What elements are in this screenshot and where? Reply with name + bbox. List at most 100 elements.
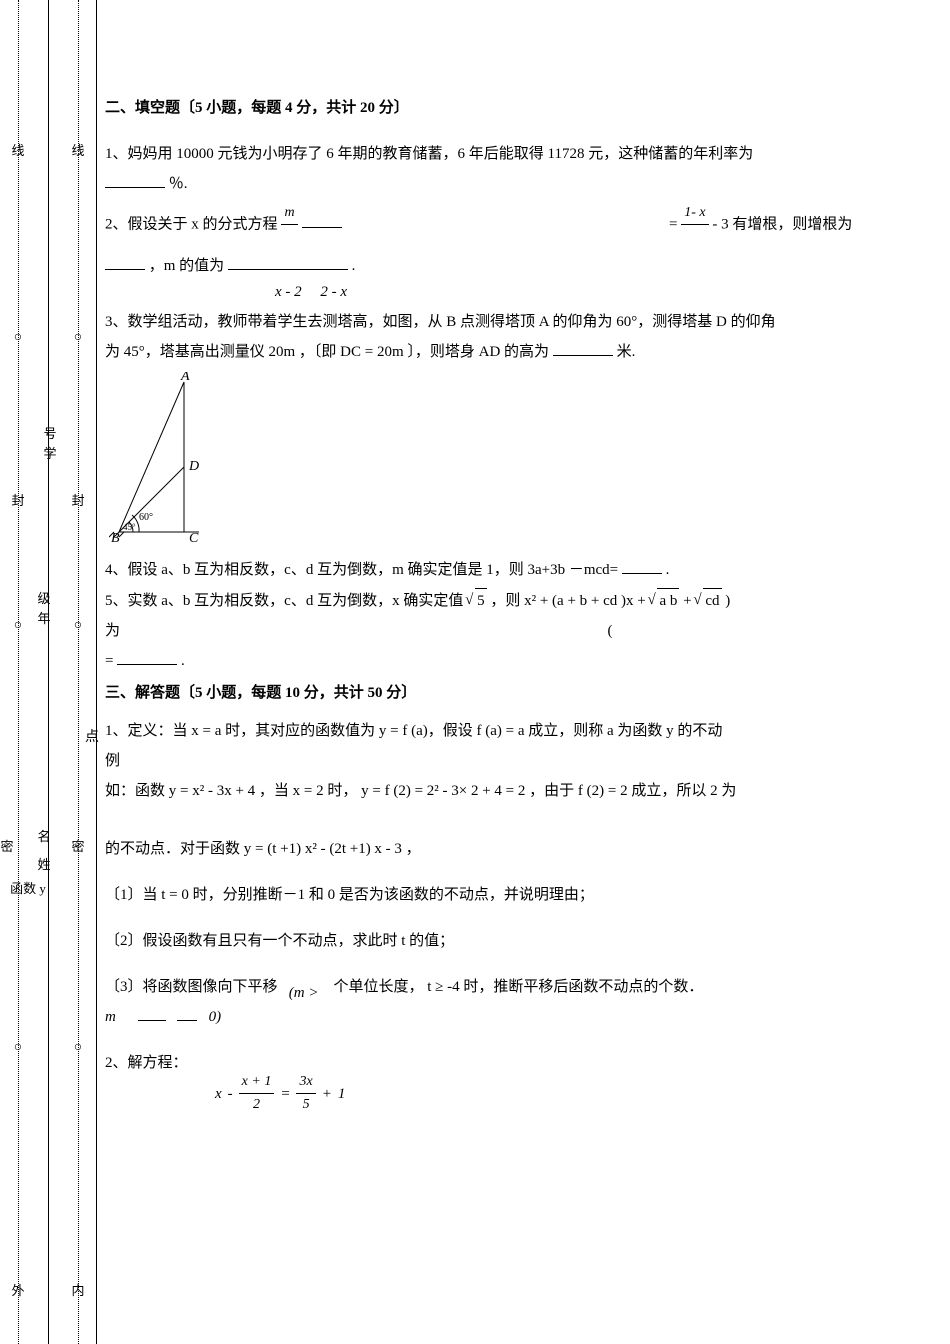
q2-5a: 5、实数 a、b 互为相反数，c、d 互为倒数，x 确实定值 5 ，则 x² +… [105, 588, 930, 613]
q2-2-lhs-num: m [281, 202, 298, 225]
q3-2-f2-num: 3x [296, 1071, 315, 1094]
q2-2-lhs-den-blank [281, 225, 298, 247]
margin-char-wai: 外 [8, 1280, 28, 1299]
q2-4: 4、假设 a、b 互为相反数，c、d 互为倒数，m 确实定值是 1，则 3a+3… [105, 558, 930, 582]
q2-1: 1、妈妈用 10000 元钱为小明存了 6 年期的教育储蓄，6 年后能取得 11… [105, 142, 930, 166]
q2-2-eq: = [669, 216, 677, 232]
q3-1-1: 〔1〕当 t = 0 时，分别推断－1 和 0 是否为该函数的不动点，并说明理由… [105, 883, 930, 907]
tower-figure: A D B C 60° 45° [109, 372, 930, 550]
q3-1-2: 〔2〕假设函数有且只有一个不动点，求此时 t 的值； [105, 929, 930, 953]
margin-label-xue: 学 [42, 445, 58, 463]
q2-3b: 为 45°，塔基高出测量仪 20m ，〔即 DC = 20m 〕，则塔身 AD … [105, 340, 930, 364]
q2-2b-dot: . [352, 258, 356, 274]
q2-2-tail: - 3 有增根，则增根为 [712, 216, 852, 232]
margin-label-ji: 级 [36, 590, 52, 608]
fig-label-60: 60° [139, 512, 153, 523]
q2-2-blank-mid [302, 213, 342, 228]
fig-label-C: C [189, 531, 199, 542]
q2-2: 2、假设关于 x 的分式方程 m = 1- x - 3 有增根，则增根为 [105, 202, 930, 248]
q2-5a-close: ) [725, 593, 730, 609]
solid-line-mid [48, 0, 49, 1344]
margin-char-mi-l: 密 [0, 836, 17, 855]
fig-label-A: A [180, 372, 190, 384]
q3-1-3b: 个单位长度， t ≥ -4 时，推断平移后函数不动点的个数． [333, 979, 703, 995]
q3-2-eqs: = [280, 1082, 290, 1106]
q2-5c-blank [117, 650, 177, 665]
q2-5b-paren: ( [608, 623, 613, 639]
dotted-line-outer [18, 0, 19, 1344]
q2-2b-blank1 [105, 255, 145, 270]
q3-2-f2-den: 5 [296, 1094, 315, 1116]
q2-1-pct: ％. [169, 176, 188, 192]
q2-5b: 为 ( [105, 619, 930, 643]
tower-svg: A D B C 60° 45° [109, 372, 239, 542]
q3-2-plus: + [322, 1082, 332, 1106]
q3-2-minus: - [228, 1082, 233, 1106]
q2-1-blank [105, 173, 165, 188]
q3-2-x: x [215, 1082, 222, 1106]
q2-2-den-right: 2 - x [320, 284, 347, 300]
q3-1-3a: 〔3〕将函数图像向下平移 [105, 979, 278, 995]
fig-label-B: B [111, 531, 120, 542]
margin-char-feng-r: 封 [68, 490, 88, 509]
q3-1-3-paren: (m > [289, 985, 319, 1001]
solid-line-content-edge [96, 0, 97, 1344]
margin-char-nei: 内 [68, 1280, 88, 1299]
q2-2-lhs-frac: m [281, 202, 298, 248]
q3-2-label: 2、解方程： [105, 1055, 188, 1071]
fig-label-D: D [188, 459, 199, 474]
q2-2-texta: 2、假设关于 x 的分式方程 [105, 216, 278, 232]
q3-1-3-zero: 0) [209, 1009, 222, 1025]
margin-circle-1r: ○ [68, 330, 88, 346]
q2-5b-pre: 为 [105, 623, 120, 639]
margin-char-line-left: 线 [8, 140, 28, 159]
left-margin: 线 线 ○ ○ 号 学 封 封 级 年 ○ ○ 密 密 名 姓 函数 y ○ ○… [0, 0, 100, 1344]
q3-1-3-uline1 [138, 1006, 166, 1021]
q3-2-f1: x + 1 2 [239, 1071, 275, 1117]
q2-4-blank [622, 559, 662, 574]
margin-char-mi-r: 密 [68, 836, 88, 855]
q2-2-den-left: x - 2 [275, 284, 302, 300]
section3-title: 三、解答题〔5 小题，每题 10 分，共计 50 分〕 [105, 681, 930, 705]
q2-3b-blank [553, 341, 613, 356]
q2-5a-sqrt-ab: a b [649, 588, 679, 613]
q2-1b: ％. [105, 172, 930, 196]
margin-circle-2r: ○ [68, 618, 88, 634]
q3-2-f2: 3x 5 [296, 1071, 315, 1117]
q2-2-rhs-den-blank [681, 225, 708, 247]
q2-4-tail: . [666, 562, 670, 578]
q2-2b-text: ，m 的值为 [149, 258, 224, 274]
q3-1-3-uline2 [177, 1006, 197, 1021]
margin-label-hao: 号 [42, 425, 58, 443]
q2-5a-tail: ，则 x² + (a + b + cd )x + [490, 593, 645, 609]
q2-2b: ，m 的值为 . [105, 254, 930, 278]
q2-1-text: 1、妈妈用 10000 元钱为小明存了 6 年期的教育储蓄，6 年后能取得 11… [105, 146, 753, 162]
content-area: 二、填空题〔5 小题，每题 4 分，共计 20 分〕 1、妈妈用 10000 元… [105, 0, 930, 1344]
q2-5a-sqrt-cd: cd [695, 588, 721, 613]
fig-label-45: 45° [123, 522, 136, 532]
margin-fn-y: 函数 y [0, 880, 58, 898]
dotted-line-inner [78, 0, 79, 1344]
margin-char-line-right: 线 [68, 140, 88, 159]
q2-3b-text: 为 45°，塔基高出测量仪 20m ，〔即 DC = 20m 〕，则塔身 AD … [105, 344, 549, 360]
margin-circle-2l: ○ [8, 618, 28, 634]
q3-1-3-m: m [105, 1009, 116, 1025]
q2-2-den-row: x - 2 2 - x [275, 280, 930, 304]
q2-4-text: 4、假设 a、b 互为相反数，c、d 互为倒数，m 确实定值是 1，则 3a+3… [105, 562, 618, 578]
q3-1a: 1、定义：当 x = a 时，其对应的函数值为 y = f (a)，假设 f (… [105, 719, 930, 743]
q3-1b: 例 [105, 749, 930, 773]
q2-2-rhs-frac: 1- x [681, 202, 708, 248]
q3-2-f1-num: x + 1 [239, 1071, 275, 1094]
section2-title: 二、填空题〔5 小题，每题 4 分，共计 20 分〕 [105, 96, 930, 120]
q2-5c-tail: . [181, 653, 185, 669]
margin-label-xing: 姓 [36, 856, 52, 874]
margin-label-nian: 年 [36, 610, 52, 628]
q3-1-3: 〔3〕将函数图像向下平移 (m > 个单位长度， t ≥ -4 时，推断平移后函… [105, 975, 930, 1029]
margin-circle-3l: ○ [8, 1040, 28, 1056]
q3-2-one: 1 [338, 1082, 346, 1106]
q3-2-eq: x - x + 1 2 = 3x 5 + 1 [215, 1071, 930, 1117]
q3-1-side-dian: 点 [85, 727, 99, 749]
q2-3b-tail: 米. [617, 344, 636, 360]
q2-2-rhs-num: 1- x [681, 202, 708, 225]
q3-1d: 的不动点．对于函数 y = (t +1) x² - (2t +1) x - 3 … [105, 837, 930, 861]
